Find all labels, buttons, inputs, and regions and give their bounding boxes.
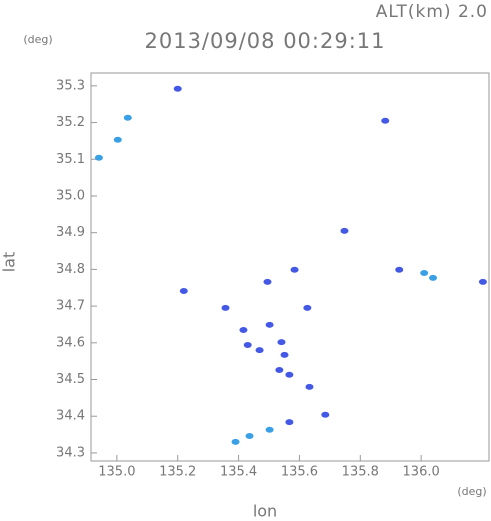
echo xyxy=(280,351,289,358)
echo xyxy=(94,154,103,161)
echo xyxy=(285,419,294,426)
y-tick-label: 34.9 xyxy=(56,225,85,240)
x-tick-label: 135.8 xyxy=(342,465,379,480)
echo xyxy=(239,326,248,333)
echo xyxy=(173,85,182,92)
y-tick-label: 35.1 xyxy=(56,152,85,167)
y-tick-label: 34.8 xyxy=(56,262,85,277)
y-tick-label: 35.0 xyxy=(56,188,85,203)
chart-title: 2013/09/08 00:29:11 xyxy=(144,29,385,53)
echo xyxy=(305,383,314,390)
altitude: ALT(km) 2.0 xyxy=(376,2,488,22)
echo xyxy=(285,371,294,378)
x-axis-label: lon xyxy=(253,502,277,521)
y-tick-label: 35.2 xyxy=(56,115,85,130)
echo xyxy=(179,288,188,295)
y-tick-label: 34.7 xyxy=(56,299,85,314)
echo xyxy=(255,347,264,354)
echo xyxy=(113,136,122,143)
echo xyxy=(277,339,286,346)
y-unit: (deg) xyxy=(23,33,52,46)
x-unit: (deg) xyxy=(457,485,486,498)
y-tick-label: 34.6 xyxy=(56,335,85,350)
echo xyxy=(243,342,252,349)
echo xyxy=(221,304,230,311)
echo xyxy=(303,304,312,311)
y-tick-label: 35.3 xyxy=(56,78,85,93)
echo xyxy=(123,114,132,121)
x-tick-label: 135.2 xyxy=(159,465,196,480)
echo xyxy=(245,433,254,440)
plot-frame xyxy=(90,72,490,462)
echo xyxy=(321,411,330,418)
y-axis-label: lat xyxy=(0,252,19,273)
y-tick-label: 34.4 xyxy=(56,409,85,424)
echo xyxy=(265,426,274,433)
echo xyxy=(478,278,487,285)
echo xyxy=(275,366,284,373)
echo xyxy=(265,321,274,328)
echo xyxy=(420,270,429,277)
y-tick-label: 34.5 xyxy=(56,372,85,387)
echo xyxy=(381,117,390,124)
echo xyxy=(395,266,404,273)
x-tick-label: 135.0 xyxy=(98,465,135,480)
echo xyxy=(290,266,299,273)
echo xyxy=(429,274,438,281)
echo xyxy=(340,227,349,234)
x-tick-label: 135.6 xyxy=(281,465,318,480)
echo xyxy=(231,438,240,445)
x-tick-label: 135.4 xyxy=(220,465,257,480)
echo xyxy=(263,278,272,285)
x-tick-label: 136.0 xyxy=(403,465,440,480)
y-tick-label: 34.3 xyxy=(56,445,85,460)
